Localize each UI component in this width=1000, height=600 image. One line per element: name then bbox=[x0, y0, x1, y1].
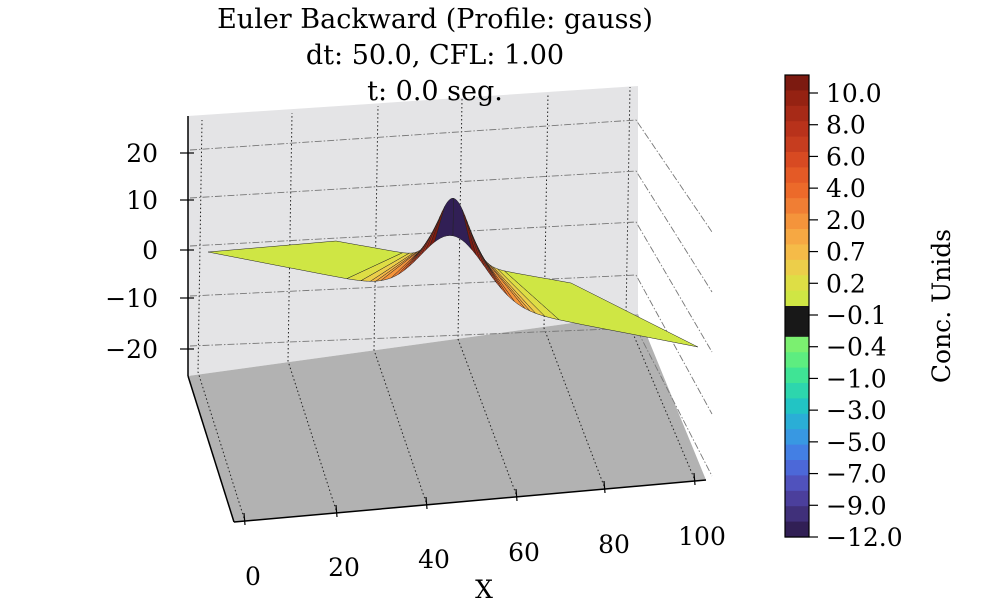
colorbar-segment bbox=[785, 275, 809, 292]
z-tick-label: 20 bbox=[126, 139, 158, 168]
x-tick-label: 80 bbox=[598, 530, 630, 559]
grid-line-z bbox=[189, 170, 713, 293]
colorbar-segment bbox=[785, 213, 809, 230]
colorbar-tick-label: 0.7 bbox=[826, 238, 866, 267]
colorbar-segment bbox=[785, 506, 809, 523]
colorbar-frame bbox=[784, 74, 810, 538]
colorbar-tick-label: 8.0 bbox=[826, 111, 866, 140]
colorbar-tick-label: −0.4 bbox=[826, 333, 887, 362]
grid-line-z bbox=[189, 274, 713, 415]
colorbar-segment bbox=[785, 490, 809, 507]
colorbar-segment bbox=[785, 75, 809, 91]
colorbar-segment bbox=[785, 182, 809, 199]
colorbar-segment bbox=[785, 136, 809, 153]
colorbar-segment bbox=[785, 152, 809, 168]
colorbar-segment bbox=[785, 460, 809, 476]
colorbar-segment bbox=[785, 259, 809, 276]
colorbar-segment bbox=[785, 198, 809, 215]
colorbar-tick-label: −1.0 bbox=[826, 364, 887, 393]
colorbar-tick-label: −3.0 bbox=[826, 396, 887, 425]
grid-line-x bbox=[543, 92, 605, 487]
colorbar-segment bbox=[785, 306, 809, 322]
z-tick-label: −20 bbox=[105, 335, 158, 364]
grid-line-z bbox=[189, 221, 713, 353]
x-tick-label: 40 bbox=[418, 545, 450, 574]
title-line-1: Euler Backward (Profile: gauss) bbox=[217, 4, 653, 35]
colorbar-segment bbox=[785, 429, 809, 446]
x-tick-label: 100 bbox=[678, 522, 726, 551]
colorbar-segment bbox=[785, 90, 809, 107]
z-tick-label: 10 bbox=[126, 186, 158, 215]
x-tick-label: 0 bbox=[245, 562, 261, 591]
floor-pane bbox=[188, 314, 706, 522]
colorbar-tick-label: −5.0 bbox=[826, 428, 887, 457]
x-tick bbox=[243, 512, 246, 526]
x-tick bbox=[693, 472, 696, 486]
colorbar-segment bbox=[785, 413, 809, 430]
colorbar-segment bbox=[785, 229, 809, 245]
colorbar-segment bbox=[785, 475, 809, 492]
colorbar-segment bbox=[785, 121, 809, 138]
colorbar-tick-label: 10.0 bbox=[826, 79, 882, 108]
colorbar-segment bbox=[785, 352, 809, 369]
colorbar-tick-label: 2.0 bbox=[826, 206, 866, 235]
grid-line-x bbox=[457, 98, 517, 495]
grid-lines bbox=[189, 86, 713, 519]
colorbar-tick-label: −9.0 bbox=[826, 491, 887, 520]
y-axis-line bbox=[187, 375, 235, 523]
grid-line-x bbox=[625, 86, 695, 479]
chart-title: Euler Backward (Profile: gauss) dt: 50.0… bbox=[217, 4, 653, 107]
title-line-2: dt: 50.0, CFL: 1.00 bbox=[306, 40, 564, 71]
colorbar-tick-label: −0.1 bbox=[826, 301, 887, 330]
colorbar-segment bbox=[785, 444, 809, 461]
colorbar-segment bbox=[785, 383, 809, 399]
colorbar-label: Conc. Unids bbox=[927, 229, 956, 383]
x-tick bbox=[515, 488, 518, 502]
grid-line-z bbox=[189, 119, 713, 233]
colorbar-tick-label: −12.0 bbox=[826, 523, 903, 552]
colorbar-tick-label: 4.0 bbox=[826, 174, 866, 203]
x-tick-label: 20 bbox=[328, 553, 360, 582]
colorbar-tick-label: 0.2 bbox=[826, 269, 866, 298]
x-tick bbox=[335, 504, 338, 518]
colorbar-segment bbox=[785, 290, 809, 307]
x-axis-label: X bbox=[475, 575, 493, 600]
colorbar-segment bbox=[785, 105, 809, 122]
grid-line-x bbox=[287, 112, 337, 511]
grid-line-x bbox=[197, 119, 245, 519]
colorbar-segment bbox=[785, 336, 809, 353]
colorbar-segment bbox=[785, 167, 809, 184]
grid-line-x bbox=[373, 105, 427, 503]
surface-band bbox=[504, 270, 699, 348]
x-tick-label: 60 bbox=[508, 538, 540, 567]
x-axis-line bbox=[233, 479, 707, 523]
axes-panes bbox=[188, 86, 706, 522]
z-tick-label: −10 bbox=[105, 284, 158, 313]
colorbar-tick-label: −7.0 bbox=[826, 460, 887, 489]
z-tick-label: 0 bbox=[142, 236, 158, 265]
x-tick bbox=[603, 480, 606, 494]
colorbar-tick-label: 6.0 bbox=[826, 142, 866, 171]
colorbar-segment bbox=[785, 244, 809, 261]
colorbar-segment bbox=[785, 398, 809, 415]
colorbar-segment bbox=[785, 521, 809, 538]
x-tick bbox=[425, 496, 428, 510]
title-line-3: t: 0.0 seg. bbox=[367, 76, 503, 107]
colorbar-segment bbox=[785, 321, 809, 338]
surface-plot bbox=[207, 198, 699, 348]
colorbar: 10.0 8.06.0 4.0 2.0 0.70.2 −0.1 −0.4−1.0 −3.0 −5… bbox=[784, 74, 903, 552]
colorbar-segment bbox=[785, 367, 809, 384]
